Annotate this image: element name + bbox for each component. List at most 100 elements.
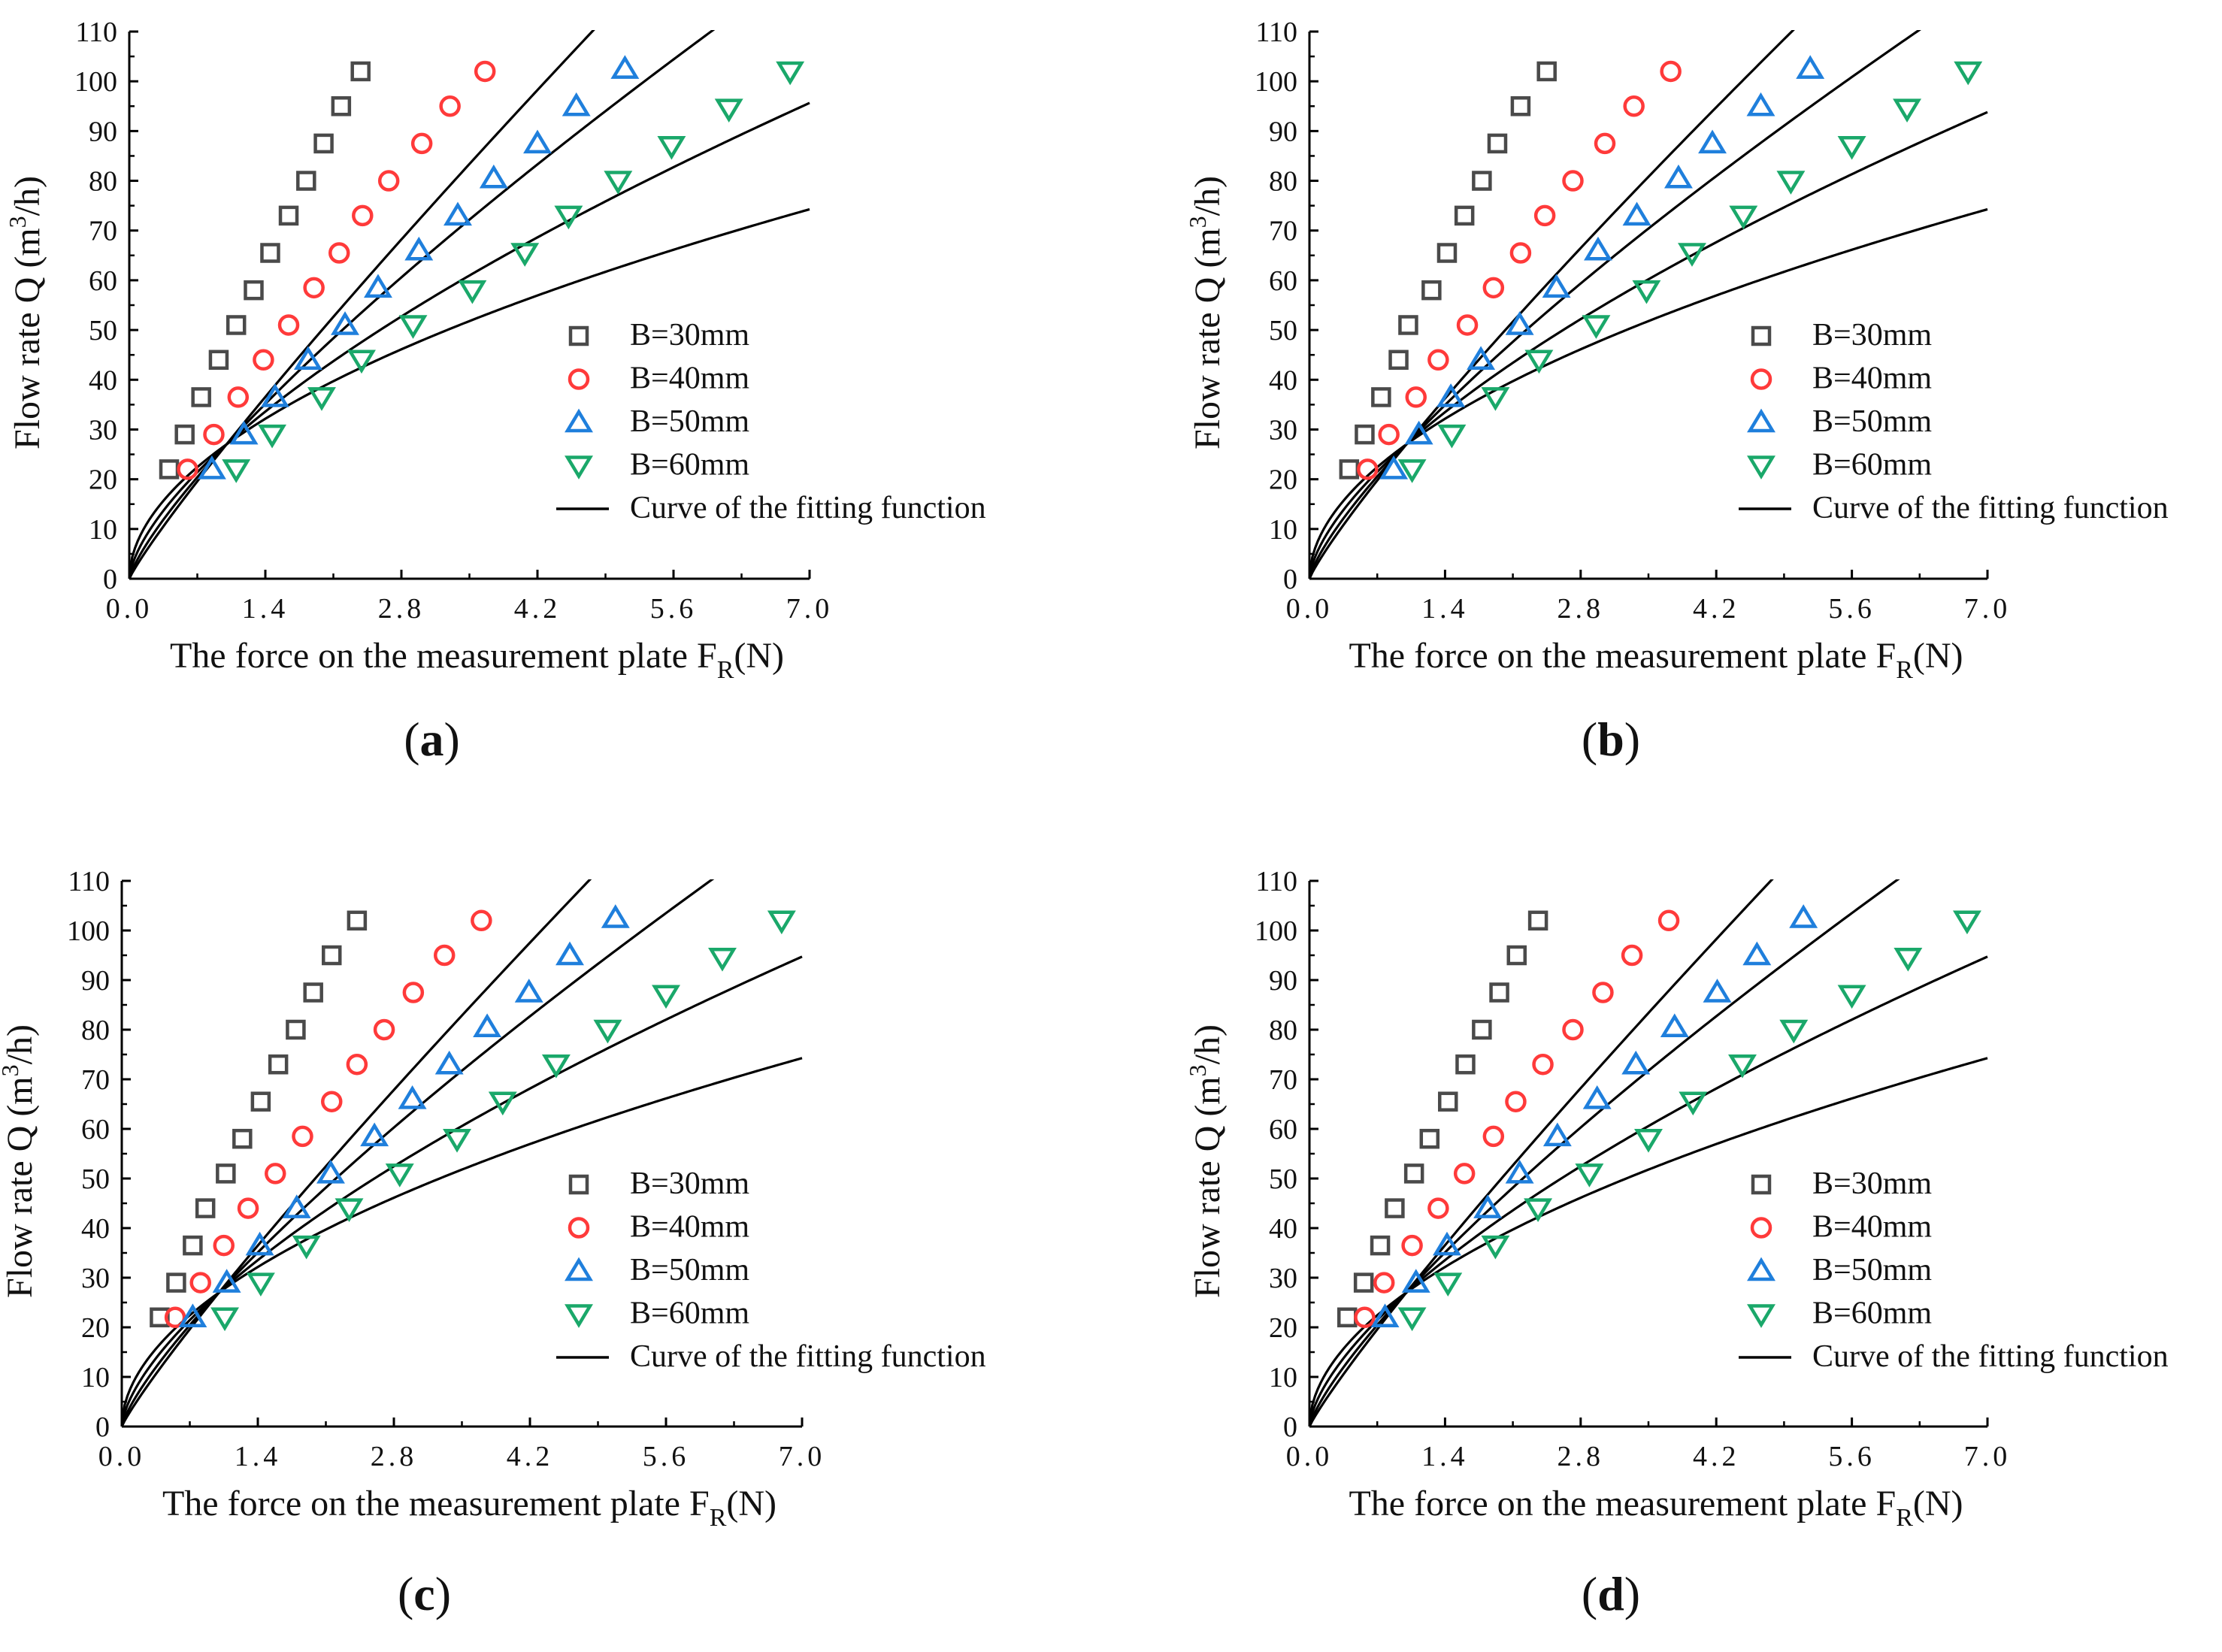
- y-tick-label: 110: [68, 866, 110, 897]
- y-tick-label: 40: [81, 1213, 110, 1245]
- data-point-B=30mm: [278, 205, 299, 226]
- data-point-B=30mm: [150, 1307, 170, 1328]
- data-point-B=30mm: [1355, 424, 1375, 445]
- data-point-B=60mm: [541, 1054, 571, 1079]
- data-point-B=60mm: [1679, 1091, 1708, 1116]
- data-point-B=40mm: [1509, 242, 1532, 264]
- data-point-B=60mm: [657, 135, 686, 160]
- data-point-B=30mm: [1403, 1163, 1424, 1184]
- x-tick-label: 5.6: [650, 593, 698, 625]
- data-point-B=50mm: [601, 904, 630, 928]
- y-tick-label: 70: [81, 1064, 110, 1096]
- y-tick-label: 30: [81, 1263, 110, 1294]
- y-tick-label: 10: [89, 514, 117, 546]
- x-tick-label: 0.0: [106, 593, 153, 625]
- fit-curve-B=40mm: [122, 879, 715, 1427]
- data-point-B=60mm: [767, 910, 796, 935]
- y-tick-label: 110: [1255, 17, 1297, 48]
- y-tick-label: 60: [1269, 265, 1297, 297]
- data-point-B=40mm: [303, 277, 325, 299]
- data-point-B=50mm: [1436, 383, 1466, 407]
- data-point-B=60mm: [1678, 243, 1706, 267]
- data-point-B=30mm: [250, 1091, 271, 1112]
- data-point-B=50mm: [1433, 1231, 1461, 1256]
- data-point-B=40mm: [1357, 458, 1379, 480]
- y-tick-label: 30: [1269, 1263, 1297, 1294]
- y-tick-label: 0: [1283, 564, 1297, 595]
- x-tick-label: 1.4: [242, 593, 289, 625]
- data-point-B=30mm: [1337, 1307, 1358, 1328]
- x-tick-label: 7.0: [1964, 1441, 2012, 1472]
- data-point-B=40mm: [377, 170, 400, 192]
- data-point-B=30mm: [1388, 349, 1409, 371]
- legend-marker-b30: [1751, 1174, 1772, 1195]
- x-tick-label: 0.0: [1286, 593, 1334, 625]
- y-tick-label: 80: [1269, 166, 1297, 198]
- series-B=60mm: [1397, 910, 1981, 1332]
- data-point-B=50mm: [473, 1013, 502, 1037]
- y-axis-label: Flow rate Q (m3/h): [1184, 176, 1228, 449]
- data-point-B=50mm: [245, 1231, 274, 1256]
- legend-label-fit: Curve of the fitting function: [1812, 1339, 2169, 1374]
- y-tick-label: 90: [1269, 965, 1297, 997]
- data-point-B=40mm: [321, 1091, 343, 1112]
- data-point-B=50mm: [1622, 201, 1651, 226]
- legend-marker-b40: [568, 368, 590, 390]
- y-tick-label: 50: [1269, 315, 1297, 346]
- data-point-B=50mm: [434, 1050, 464, 1075]
- data-point-B=50mm: [479, 164, 508, 189]
- data-point-B=30mm: [1436, 243, 1458, 263]
- data-point-B=30mm: [1454, 205, 1475, 226]
- data-point-B=50mm: [1473, 1194, 1503, 1218]
- legend-label-b40: B=40mm: [1812, 1210, 1932, 1245]
- y-axis-label: Flow rate Q (m3/h): [0, 1024, 40, 1298]
- data-point-B=40mm: [1405, 386, 1427, 408]
- legend-marker-b40: [1750, 368, 1772, 390]
- x-tick-label: 4.2: [507, 1441, 554, 1472]
- x-tick-label: 2.8: [1558, 1441, 1605, 1472]
- x-axis-label: The force on the measurement plate FR(N): [1349, 1484, 1963, 1532]
- data-point-B=40mm: [1562, 1018, 1584, 1041]
- data-point-B=30mm: [174, 424, 195, 445]
- data-point-B=30mm: [216, 1163, 236, 1184]
- series-B=30mm: [1339, 61, 1557, 480]
- y-tick-label: 10: [81, 1362, 110, 1393]
- y-tick-label: 30: [89, 414, 117, 446]
- data-point-B=60mm: [335, 1198, 364, 1222]
- x-tick-label: 4.2: [514, 593, 562, 625]
- data-point-B=60mm: [510, 243, 540, 267]
- legend-marker-b30: [568, 325, 589, 346]
- chart-panel-d: 0.0 1.4 2.8 4.2 5.6 7.0 0 10 20 30 40 50 60 70 80 90 100…: [1184, 866, 2169, 1620]
- data-point-B=40mm: [1482, 277, 1505, 299]
- data-point-B=50mm: [1742, 941, 1772, 966]
- legend-marker-b60: [1747, 1304, 1775, 1328]
- series-B=40mm: [164, 909, 492, 1329]
- y-tick-label: 20: [89, 464, 117, 496]
- fit-curve-B=60mm: [129, 207, 810, 579]
- data-point-B=40mm: [1623, 95, 1645, 117]
- data-point-B=60mm: [222, 459, 251, 483]
- data-point-B=40mm: [237, 1197, 259, 1219]
- data-point-B=30mm: [159, 459, 180, 480]
- legend: B=30mm B=40mm B=50mm B=60mm Curve of the fit…: [556, 318, 986, 525]
- data-point-B=60mm: [1575, 1163, 1604, 1188]
- data-point-B=60mm: [1894, 948, 1923, 972]
- data-point-B=50mm: [1698, 129, 1727, 154]
- data-point-B=40mm: [1427, 349, 1449, 371]
- y-tick-label: 50: [1269, 1163, 1297, 1195]
- data-point-B=30mm: [296, 171, 316, 191]
- data-point-B=40mm: [164, 1306, 186, 1329]
- legend-label-b30: B=30mm: [630, 318, 749, 352]
- x-tick-label: 7.0: [786, 593, 834, 625]
- data-point-B=50mm: [1505, 1160, 1534, 1184]
- data-point-B=50mm: [1663, 164, 1693, 189]
- series-B=30mm: [1337, 910, 1548, 1328]
- data-point-B=30mm: [1385, 1198, 1405, 1218]
- data-point-B=50mm: [562, 92, 591, 116]
- y-tick-label: 60: [1269, 1114, 1297, 1145]
- data-point-B=50mm: [293, 346, 322, 371]
- data-point-B=50mm: [1660, 1013, 1689, 1037]
- y-tick-label: 20: [1269, 1312, 1297, 1344]
- data-point-B=60mm: [708, 948, 737, 972]
- data-point-B=60mm: [604, 171, 633, 195]
